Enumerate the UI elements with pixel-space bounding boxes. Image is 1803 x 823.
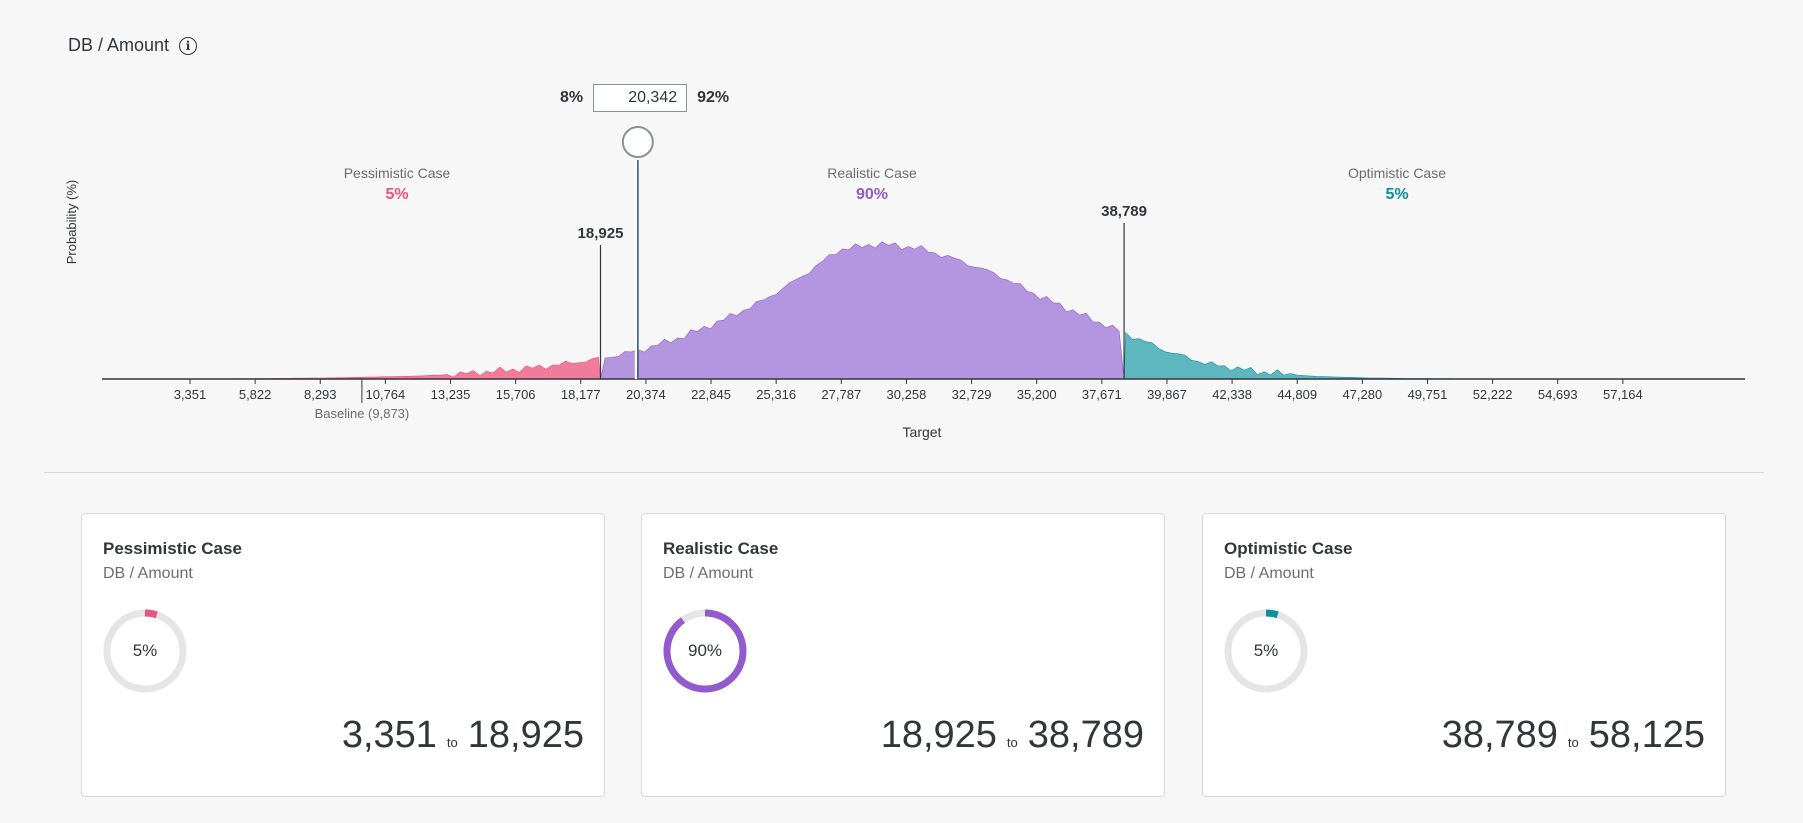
card-subtitle: DB / Amount [663, 565, 753, 582]
range-to-word: to [1006, 735, 1018, 750]
distribution-area-optimistic-case [1123, 331, 1634, 380]
section-divider [44, 472, 1764, 473]
value-range: 38,789 to 58,125 [1442, 714, 1705, 757]
range-from: 38,789 [1441, 714, 1558, 756]
baseline-label: Baseline (9,873) [315, 406, 410, 421]
x-axis-title: Target [903, 424, 942, 440]
card-title: Optimistic Case [1224, 539, 1353, 558]
value-range: 18,925 to 38,789 [881, 714, 1144, 757]
segment-percent: 5% [1385, 186, 1408, 203]
x-tick-label: 22,845 [691, 387, 731, 402]
x-tick-label: 52,222 [1473, 387, 1513, 402]
page-header: DB / Amount i [68, 35, 198, 56]
range-to: 18,925 [467, 714, 584, 756]
range-to-word: to [1567, 735, 1579, 750]
distribution-chart: 3,351 5,822 8,293 10,764 13,235 15,706 18,177 2… [64, 126, 1745, 440]
donut-percent-label: 5% [1253, 641, 1279, 660]
x-tick-label: 37,671 [1082, 387, 1122, 402]
x-tick-label: 54,693 [1538, 387, 1578, 402]
x-tick-label: 47,280 [1342, 387, 1382, 402]
x-tick-label: 35,200 [1017, 387, 1057, 402]
x-tick-label: 49,751 [1408, 387, 1448, 402]
donut-percent-label: 5% [132, 641, 158, 660]
x-tick-label: 20,374 [626, 387, 666, 402]
segment-label: Pessimistic Case [344, 165, 451, 181]
x-tick-label: 18,177 [561, 387, 601, 402]
x-tick-label: 30,258 [887, 387, 927, 402]
range-from: 3,351 [341, 714, 437, 756]
segment-label: Optimistic Case [1348, 165, 1446, 181]
segment-percent: 5% [385, 186, 408, 203]
threshold-input[interactable] [593, 84, 688, 112]
card-subtitle: DB / Amount [103, 565, 193, 582]
threshold-right-percent: 92% [697, 89, 730, 106]
card-subtitle: DB / Amount [1224, 565, 1314, 582]
x-tick-label: 15,706 [496, 387, 536, 402]
donut-value-arc [103, 609, 187, 693]
segment-percent: 90% [856, 186, 888, 203]
distribution-area-realistic-case [600, 241, 1125, 380]
x-tick-label: 39,867 [1147, 387, 1187, 402]
donut-value-arc [663, 609, 747, 693]
distribution-area-pessimistic-case [190, 357, 601, 380]
range-from: 18,925 [880, 714, 997, 756]
range-to: 58,125 [1588, 714, 1705, 756]
x-tick-label: 42,338 [1212, 387, 1252, 402]
x-tick-label: 57,164 [1603, 387, 1643, 402]
info-icon[interactable]: i [179, 36, 198, 55]
case-card: Realistic Case DB / Amount 90% 18,925 to… [641, 513, 1165, 797]
case-card: Optimistic Case DB / Amount 5% 38,789 to… [1202, 513, 1726, 797]
threshold-left-percent: 8% [560, 89, 584, 106]
x-tick-label: 5,822 [239, 387, 272, 402]
x-tick-label: 10,764 [366, 387, 406, 402]
x-tick-label: 3,351 [174, 387, 207, 402]
x-tick-label: 8,293 [304, 387, 337, 402]
probability-donut [1224, 609, 1308, 693]
x-tick-label: 44,809 [1277, 387, 1317, 402]
donut-value-arc [1224, 609, 1308, 693]
x-tick-label: 27,787 [821, 387, 861, 402]
boundary-label: 18,925 [578, 225, 624, 242]
card-title: Realistic Case [663, 539, 779, 558]
threshold-drag-handle[interactable] [621, 126, 654, 158]
y-axis-title: Probability (%) [64, 180, 79, 265]
x-tick-label: 32,729 [952, 387, 992, 402]
page-title: DB / Amount [68, 35, 170, 55]
range-to-word: to [446, 735, 458, 750]
value-range: 3,351 to 18,925 [342, 714, 584, 757]
x-tick-label: 13,235 [431, 387, 471, 402]
x-tick-label: 25,316 [756, 387, 796, 402]
donut-percent-label: 90% [687, 641, 723, 660]
card-title: Pessimistic Case [103, 539, 242, 558]
probability-donut [663, 609, 747, 693]
probability-donut [103, 609, 187, 693]
range-to: 38,789 [1027, 714, 1144, 756]
case-card: Pessimistic Case DB / Amount 5% 3,351 to… [81, 513, 605, 797]
boundary-label: 38,789 [1101, 203, 1147, 220]
segment-label: Realistic Case [827, 165, 917, 181]
threshold-control: 8% 92% [560, 84, 729, 112]
